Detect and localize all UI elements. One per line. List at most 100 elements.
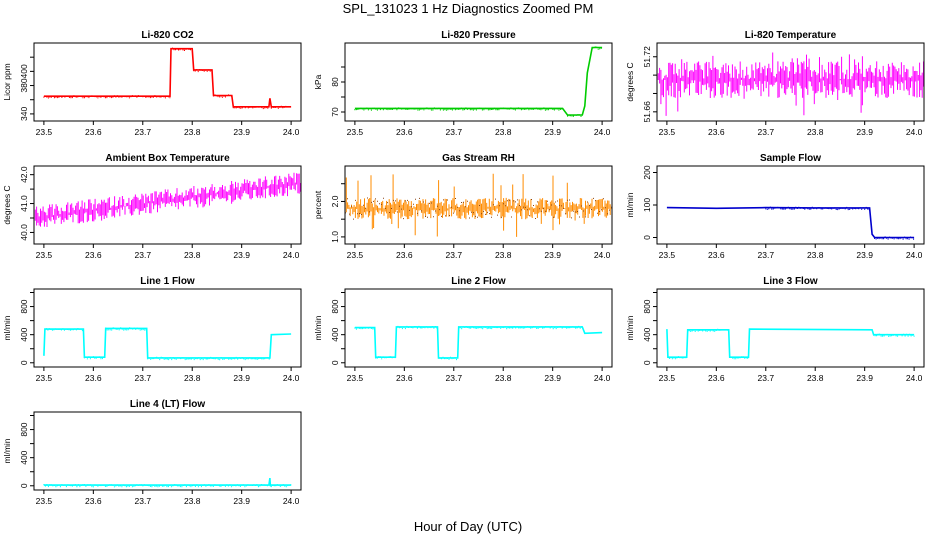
x-tick-label: 24.0: [594, 373, 611, 383]
x-tick-label: 23.6: [708, 127, 725, 137]
x-tick-label: 23.5: [36, 373, 53, 383]
panel-title: Li-820 Temperature: [745, 30, 837, 41]
y-tick-label: 51.66: [642, 101, 652, 123]
x-tick-label: 23.7: [758, 373, 775, 383]
y-tick-label: 41.0: [19, 195, 29, 212]
panel-title: Line 3 Flow: [763, 276, 818, 287]
y-tick-label: 100: [642, 198, 652, 212]
data-series-line: [666, 328, 915, 359]
data-noise: [667, 328, 915, 360]
x-tick-label: 23.7: [446, 127, 463, 137]
y-tick-label: 800: [19, 299, 29, 313]
data-noise: [354, 46, 602, 117]
plot-area: [354, 325, 603, 361]
y-axis-label: ml/min: [625, 315, 635, 340]
data-series-line: [354, 326, 603, 359]
x-tick-label: 23.9: [233, 250, 250, 260]
data-series-band: [34, 172, 301, 227]
x-tick-label: 23.9: [544, 250, 561, 260]
data-series-band: [345, 173, 612, 237]
x-tick-label: 23.7: [758, 127, 775, 137]
chart-panel: Line 2 Flow ml/min 23.5 23.6 23.7 23.8 23.9 24.…: [313, 276, 613, 383]
x-tick-label: 23.9: [544, 127, 561, 137]
x-tick-label: 23.6: [85, 250, 102, 260]
y-tick-label: 800: [642, 299, 652, 313]
plot-frame: [344, 288, 613, 368]
data-series-line: [43, 327, 292, 359]
x-tick-label: 23.8: [807, 127, 824, 137]
x-tick-label: 23.8: [807, 250, 824, 260]
x-tick-label: 24.0: [906, 373, 923, 383]
y-tick-label: 0: [19, 483, 29, 488]
plot-area: [666, 206, 915, 240]
y-tick-label: 0: [330, 360, 340, 365]
plot-frame: [33, 42, 302, 122]
x-tick-label: 23.8: [807, 373, 824, 383]
chart-panel: Line 3 Flow ml/min 23.5 23.6 23.7 23.8 23.9 24.…: [625, 276, 925, 383]
y-axis-label: degrees C: [625, 62, 635, 101]
y-tick-label: 400: [19, 327, 29, 341]
x-tick-label: 24.0: [283, 250, 300, 260]
plot-frame: [656, 42, 925, 122]
x-tick-label: 23.5: [347, 373, 364, 383]
y-tick-label: 340: [19, 107, 29, 121]
x-tick-label: 23.5: [36, 127, 53, 137]
x-tick-label: 23.9: [544, 373, 561, 383]
panel-title: Line 4 (LT) Flow: [130, 399, 206, 410]
y-tick-label: 51.72: [642, 46, 652, 68]
plot-area: [34, 172, 301, 227]
y-tick-label: 2.0: [330, 195, 340, 207]
y-tick-label: 0: [642, 360, 652, 365]
x-tick-label: 23.6: [708, 373, 725, 383]
data-series-line: [354, 46, 603, 116]
x-tick-label: 23.7: [758, 250, 775, 260]
panel-title: Line 2 Flow: [451, 276, 506, 287]
x-tick-label: 24.0: [594, 250, 611, 260]
plot-frame: [33, 288, 302, 368]
x-tick-label: 23.5: [347, 250, 364, 260]
chart-panel: Ambient Box Temperature degrees C 23.5 23.6…: [2, 153, 302, 260]
y-tick-label: 400: [19, 450, 29, 464]
y-axis-label: degrees C: [2, 185, 12, 224]
y-tick-label: 380: [19, 78, 29, 92]
x-tick-label: 24.0: [594, 127, 611, 137]
plot-frame: [656, 288, 925, 368]
x-tick-label: 23.6: [85, 496, 102, 506]
x-tick-label: 23.7: [446, 250, 463, 260]
y-tick-label: 0: [19, 360, 29, 365]
panel-title: Li-820 Pressure: [441, 30, 516, 41]
x-tick-label: 23.6: [708, 250, 725, 260]
data-noise: [43, 484, 292, 488]
x-tick-label: 23.6: [396, 373, 413, 383]
plot-frame: [33, 411, 302, 491]
plot-area: [345, 173, 612, 237]
y-tick-label: 0: [642, 235, 652, 240]
plot-area: [666, 328, 915, 360]
chart-panel: Line 1 Flow ml/min 23.5 23.6 23.7 23.8 23.9 24.…: [2, 276, 302, 383]
plot-area: [657, 52, 924, 116]
x-tick-label: 23.7: [135, 127, 152, 137]
x-tick-label: 23.9: [233, 496, 250, 506]
x-tick-label: 23.6: [396, 250, 413, 260]
y-axis-label: ml/min: [2, 438, 12, 463]
x-tick-label: 24.0: [283, 373, 300, 383]
x-tick-label: 24.0: [283, 496, 300, 506]
data-series-line: [43, 477, 292, 486]
x-tick-label: 23.9: [233, 127, 250, 137]
chart-panel: Line 4 (LT) Flow ml/min 23.5 23.6 23.7 23.8 23…: [2, 399, 302, 506]
x-tick-label: 23.9: [856, 373, 873, 383]
x-tick-label: 23.5: [659, 373, 676, 383]
x-tick-label: 23.5: [36, 250, 53, 260]
data-series-line: [666, 206, 915, 239]
y-tick-label: 80: [330, 77, 340, 87]
chart-panel: Li-820 CO2 Licor ppm 23.5 23.6 23.7 23.8 23.9 2…: [2, 30, 302, 137]
x-tick-label: 23.8: [184, 127, 201, 137]
x-tick-label: 23.7: [135, 250, 152, 260]
plot-area: [43, 477, 292, 488]
data-noise: [44, 327, 270, 361]
y-axis-label: kPa: [313, 74, 323, 89]
data-noise: [43, 47, 291, 110]
x-tick-label: 23.9: [233, 373, 250, 383]
y-axis-label: ml/min: [313, 315, 323, 340]
plot-area: [354, 46, 603, 117]
